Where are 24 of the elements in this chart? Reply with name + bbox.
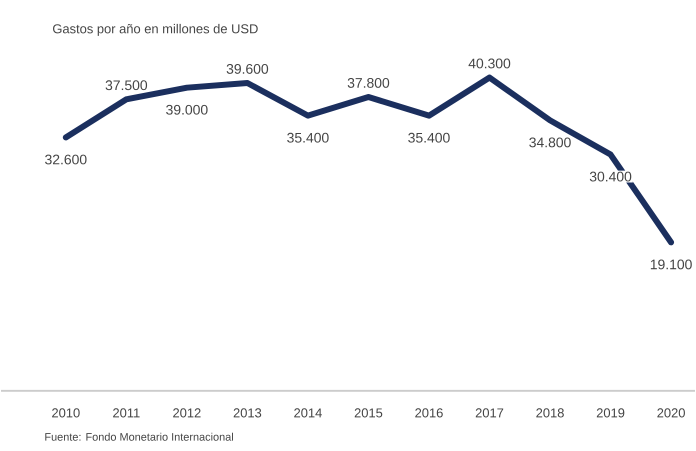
data-label: 35.400 (408, 132, 450, 143)
x-tick-label: 2020 (657, 408, 685, 418)
data-label: 30.400 (590, 172, 632, 182)
data-label: 32.600 (45, 154, 87, 165)
data-label: 37.800 (348, 78, 390, 88)
x-tick-label: 2018 (536, 408, 564, 418)
x-tick-label: 2017 (476, 408, 504, 418)
x-tick-label: 2019 (596, 408, 624, 418)
data-label: 39.000 (166, 104, 208, 115)
data-label: 37.500 (106, 80, 148, 90)
data-label: 39.600 (226, 64, 268, 74)
x-tick-label: 2015 (354, 408, 382, 418)
source-note: Fuente: Fondo Monetario Internacional (45, 432, 233, 441)
x-tick-label: 2012 (173, 408, 201, 418)
data-label: 19.100 (650, 260, 692, 270)
data-label: 35.400 (287, 132, 329, 143)
data-label: 40.300 (468, 58, 510, 69)
x-tick-label: 2011 (113, 408, 140, 418)
x-tick-label: 2014 (294, 408, 322, 418)
chart-title: Gastos por año en millones de USD (53, 24, 258, 36)
x-tick-label: 2016 (415, 408, 443, 418)
data-label: 34.800 (529, 138, 571, 148)
x-tick-label: 2013 (234, 408, 262, 418)
x-tick-label: 2010 (52, 408, 80, 418)
